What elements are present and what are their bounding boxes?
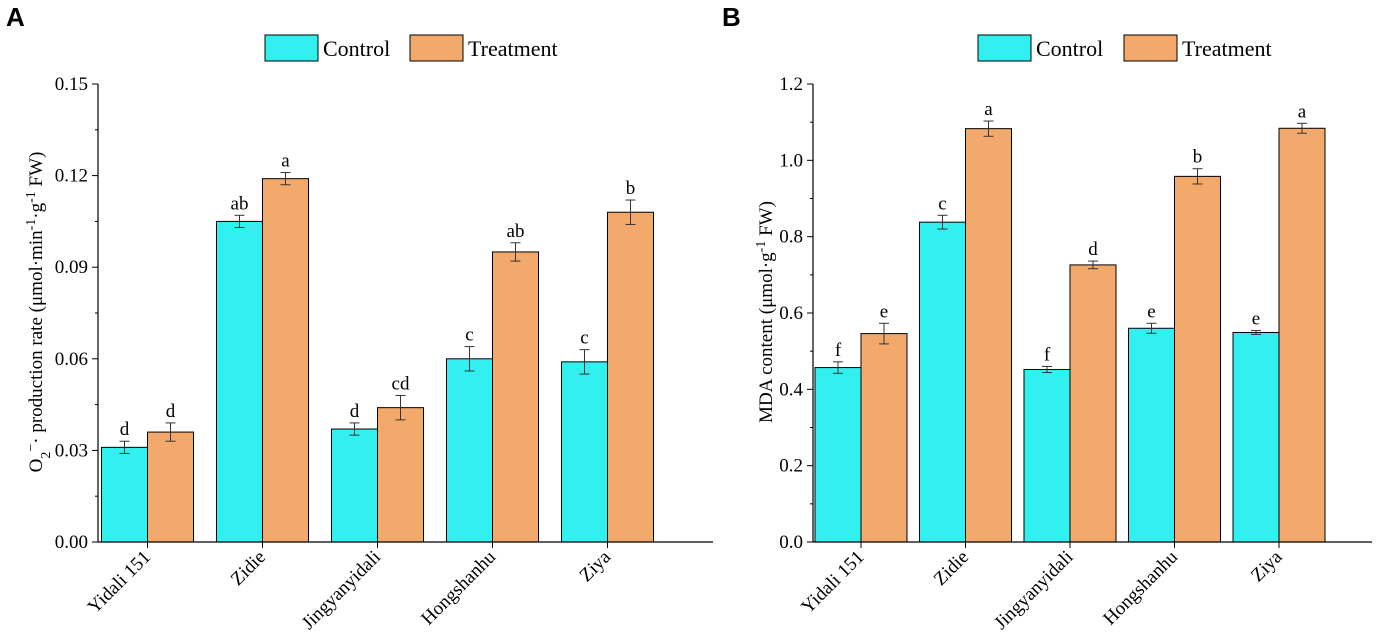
bar-control (101, 446, 148, 543)
y-tick-label: 0.15 (55, 74, 88, 95)
bar-treatment (377, 407, 424, 543)
bar-treatment (1069, 264, 1117, 543)
significance-label: b (1193, 147, 1203, 168)
panel-a: A Control Treatment O2−· production rate… (6, 2, 713, 634)
x-tick-label: Jingyanyidali (298, 547, 385, 634)
significance-label: c (938, 193, 946, 214)
significance-label: a (281, 151, 290, 172)
significance-label: e (1252, 309, 1260, 330)
bar-treatment (965, 128, 1012, 543)
y-tick-label: 0.8 (779, 227, 803, 248)
significance-label: e (880, 301, 888, 322)
legend-b: Control Treatment (977, 34, 1272, 62)
x-tick-label: Hongshanhu (1099, 546, 1182, 629)
x-tick-label: Yidali 151 (797, 547, 868, 618)
panel-b: B Control Treatment MDA content (μmol·g-… (722, 2, 1372, 634)
legend-swatch-control (264, 34, 319, 62)
plot-area-a: d d Yidali 151 ab a Zidie d cd Jingyanyidali c ab H… (55, 74, 713, 634)
significance-label: cd (392, 373, 410, 394)
bar-control (814, 367, 862, 543)
y-axis-title-b: MDA content (μmol·g-1 FW) (754, 201, 778, 423)
legend-label-treatment: Treatment (1182, 36, 1272, 61)
bar-control (561, 361, 608, 543)
panel-letter-b: B (722, 2, 741, 32)
bar-control (1232, 331, 1280, 543)
significance-label: c (465, 325, 473, 346)
significance-label: a (984, 99, 993, 120)
legend-label-treatment: Treatment (468, 36, 558, 61)
significance-label: ab (507, 221, 525, 242)
panel-letter-a: A (6, 2, 25, 32)
bar-treatment (607, 211, 654, 543)
legend-swatch-treatment (1123, 34, 1178, 62)
significance-label: d (166, 401, 176, 422)
significance-label: a (1298, 101, 1307, 122)
bar-control (919, 221, 966, 543)
y-tick-label: 1.0 (779, 150, 803, 171)
x-tick-label: Hongshanhu (417, 546, 500, 629)
y-tick-label: 0.12 (55, 166, 88, 187)
significance-label: d (350, 401, 360, 422)
bar-treatment (1174, 175, 1221, 543)
y-axis-title-a: O2−· production rate (μmol·min-1·g-1 FW) (24, 152, 54, 473)
significance-label: d (120, 419, 130, 440)
y-tick-label: 0.2 (779, 456, 803, 477)
legend-label-control: Control (323, 36, 390, 61)
bar-treatment (1278, 127, 1326, 543)
bar-treatment (860, 333, 908, 543)
x-tick-label: Zidie (227, 547, 270, 590)
y-tick-label: 0.09 (55, 257, 88, 278)
bar-treatment (147, 431, 194, 543)
y-tick-label: 0.06 (55, 349, 88, 370)
bar-control (331, 428, 378, 543)
significance-label: d (1088, 239, 1098, 260)
y-tick-label: 0.6 (779, 303, 803, 324)
y-tick-label: 0.03 (55, 440, 88, 461)
y-tick-label: 0.4 (779, 379, 803, 400)
bar-control (1128, 327, 1175, 543)
significance-label: c (580, 328, 588, 349)
y-tick-label: 0.0 (779, 532, 803, 553)
significance-label: e (1147, 301, 1155, 322)
bar-treatment (262, 178, 309, 543)
y-tick-label: 0.00 (55, 532, 88, 553)
legend-swatch-control (977, 34, 1032, 62)
x-tick-label: Ziya (576, 546, 616, 586)
bar-control (216, 220, 263, 543)
significance-label: f (1044, 344, 1051, 365)
significance-label: b (626, 178, 636, 199)
legend-a: Control Treatment (264, 34, 558, 62)
y-tick-label: 1.2 (779, 74, 803, 95)
bar-treatment (492, 251, 539, 543)
significance-label: f (835, 340, 842, 361)
legend-label-control: Control (1036, 36, 1103, 61)
plot-area-b: f e Yidali 151 c a Zidie f d Jingyanyidali e b Hong… (779, 74, 1372, 634)
significance-label: ab (231, 193, 249, 214)
x-tick-label: Yidali 151 (84, 547, 155, 618)
legend-swatch-treatment (409, 34, 464, 62)
bar-control (446, 358, 493, 543)
x-tick-label: Ziya (1247, 546, 1287, 586)
x-tick-label: Jingyanyidali (990, 547, 1077, 634)
bar-control (1023, 368, 1071, 543)
x-tick-label: Zidie (930, 547, 973, 590)
